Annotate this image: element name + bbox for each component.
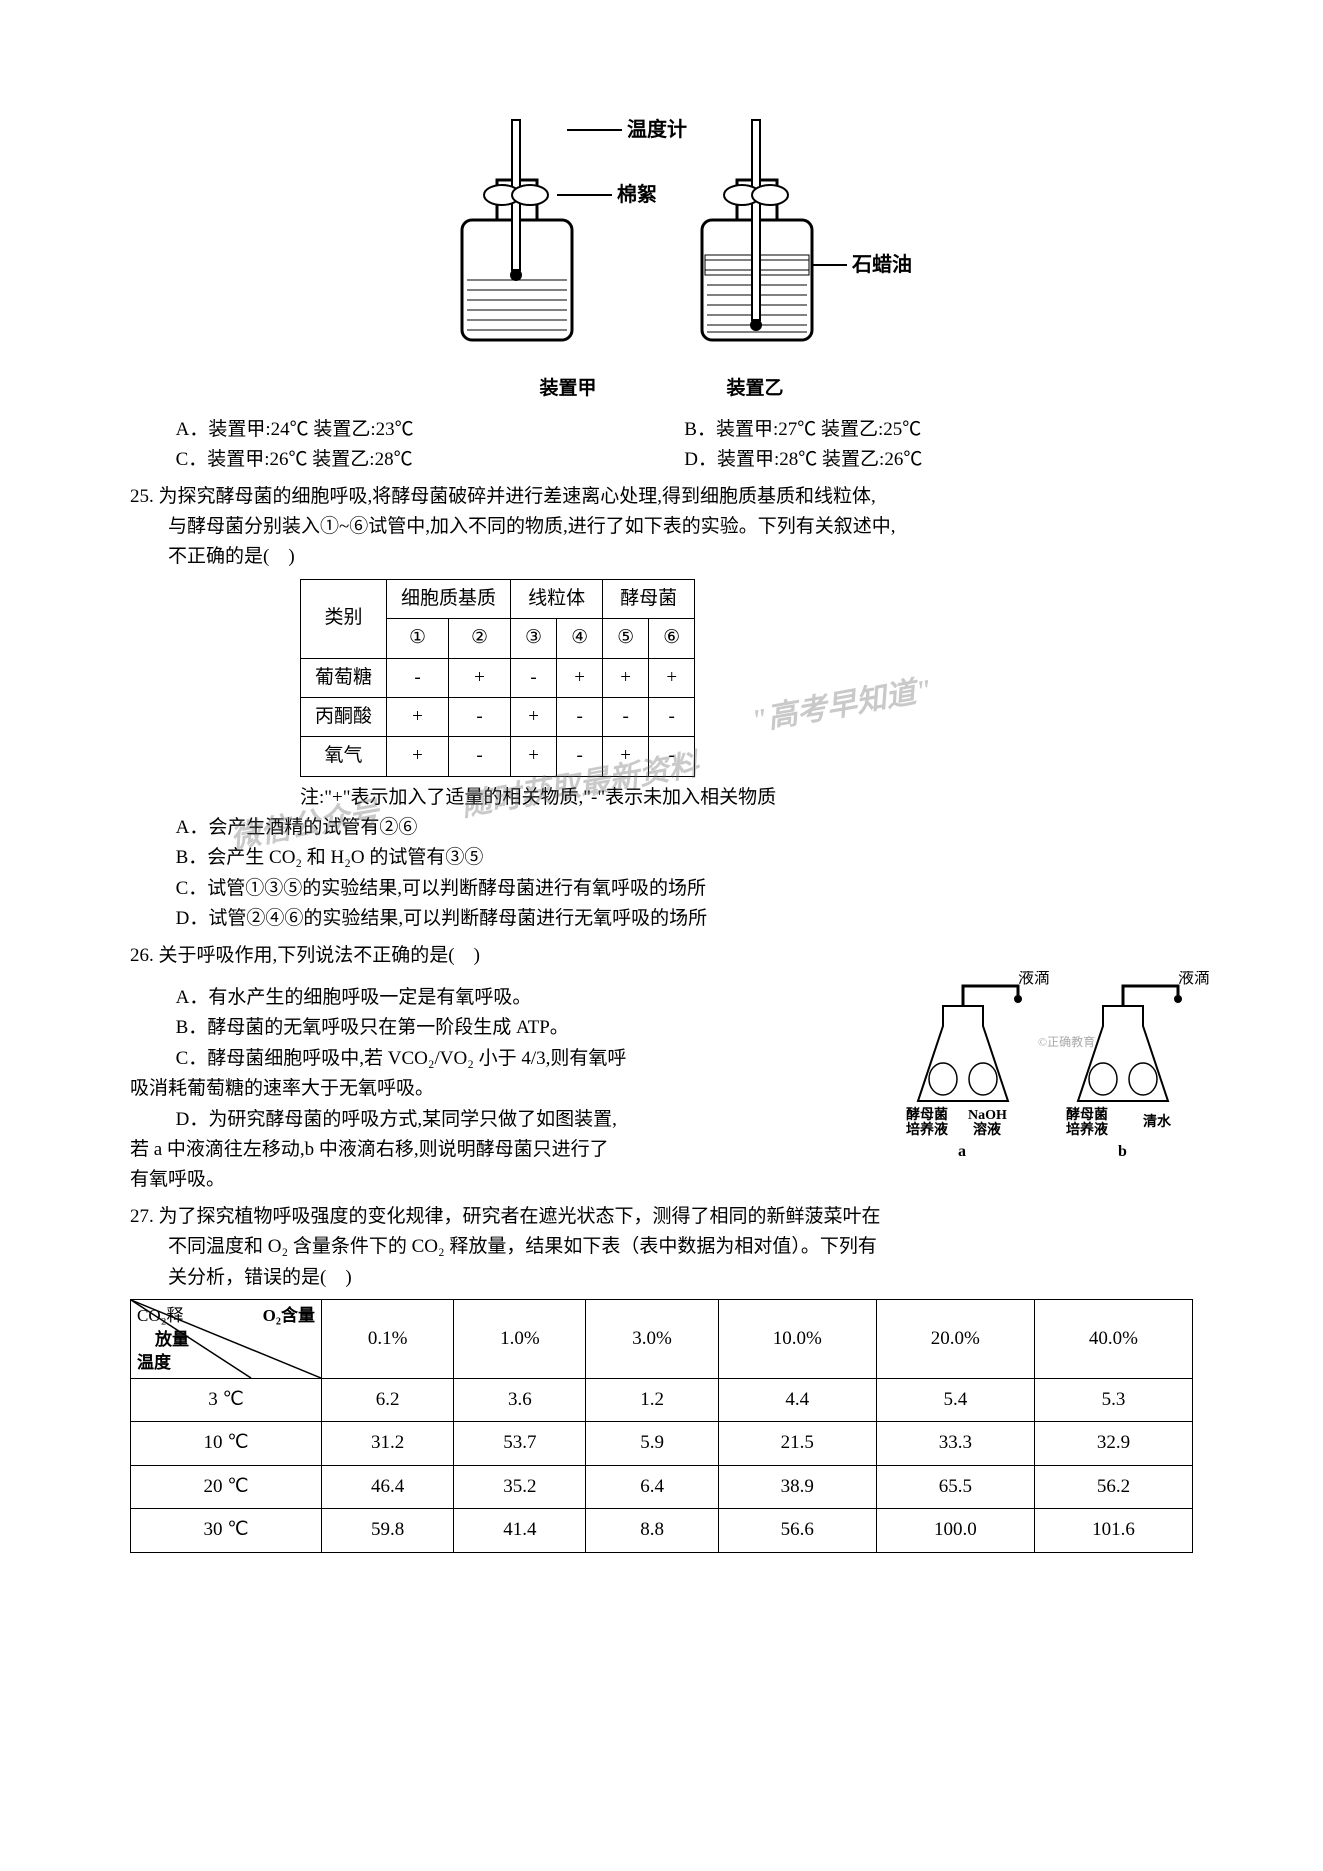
q27-row-20c: 20 ℃ 46.4 35.2 6.4 38.9 65.5 56.2 xyxy=(131,1465,1193,1508)
label-oil: 石蜡油 xyxy=(851,252,912,276)
q25-th-cat: 类别 xyxy=(301,579,387,658)
svg-text:培养液: 培养液 xyxy=(1066,1121,1109,1138)
q27-stem2: 不同温度和 O₂ 含量条件下的 CO₂ 释放量，结果如下表（表中数据为相对值）。… xyxy=(130,1232,1193,1262)
q25-row-glucose: 葡萄糖 - + - + + + xyxy=(301,658,695,697)
watermark-1: "高考早知道" xyxy=(747,666,936,745)
q26-optD2: 若 a 中液滴往左移动,b 中液滴右移,则说明酵母菌只进行了 xyxy=(130,1135,873,1165)
q25-optC: C．试管①③⑤的实验结果,可以判断酵母菌进行有氧呼吸的场所 xyxy=(130,874,1193,904)
svg-text:酵母菌: 酵母菌 xyxy=(906,1106,948,1123)
q25-row-pyruvate: 丙酮酸 + - + - - - xyxy=(301,697,695,736)
q24-options-row2: C．装置甲:26℃ 装置乙:28℃ D．装置甲:28℃ 装置乙:26℃ xyxy=(130,445,1193,475)
svg-text:酵母菌: 酵母菌 xyxy=(1066,1106,1108,1123)
q27-line1: 27. 为了探究植物呼吸强度的变化规律，研究者在遮光状态下，测得了相同的新鲜菠菜… xyxy=(130,1202,1193,1232)
q26-num: 26. xyxy=(130,945,154,966)
q24-optA: A．装置甲:24℃ 装置乙:23℃ xyxy=(176,415,685,445)
q25-th-c1: 细胞质基质 xyxy=(387,579,511,618)
figure-devices: 温度计 棉絮 石蜡油 装置甲 装置乙 xyxy=(130,100,1193,405)
q26-optC1: C．酵母菌细胞呼吸中,若 VCO₂/VO₂ 小于 4/3,则有氧呼 xyxy=(130,1044,873,1074)
label-cotton: 棉絮 xyxy=(617,182,657,206)
label-thermometer: 温度计 xyxy=(627,117,687,141)
svg-text:清水: 清水 xyxy=(1143,1113,1172,1130)
device-a-label: 装置甲 xyxy=(539,374,596,404)
svg-text:©正确教育: ©正确教育 xyxy=(1038,1034,1095,1049)
q25-row-oxygen: 氧气 + - + - + - xyxy=(301,737,695,776)
q26-optD1: D．为研究酵母菌的呼吸方式,某同学只做了如图装置, xyxy=(130,1105,873,1135)
q25-line1: 25. 为探究酵母菌的细胞呼吸,将酵母菌破碎并进行差速离心处理,得到细胞质基质和… xyxy=(130,482,1193,512)
q25-optA: A．会产生酒精的试管有②⑥ xyxy=(130,813,1193,843)
q26-optB: B．酵母菌的无氧呼吸只在第一阶段生成 ATP。 xyxy=(130,1013,873,1043)
q25-th-c3: 酵母菌 xyxy=(603,579,695,618)
q24-optB: B．装置甲:27℃ 装置乙:25℃ xyxy=(684,415,1193,445)
q25-th-c2: 线粒体 xyxy=(511,579,603,618)
q24-options-row1: A．装置甲:24℃ 装置乙:23℃ B．装置甲:27℃ 装置乙:25℃ xyxy=(130,415,1193,445)
q26: 26. 关于呼吸作用,下列说法不正确的是( ) 液滴 xyxy=(130,941,1193,1196)
q27-table: CO₂释 O₂含量 放量 温度 0.1% 1.0% 3.0% 10.0% 20.… xyxy=(130,1299,1193,1553)
q25-num: 25. xyxy=(130,486,154,507)
q24-optD: D．装置甲:28℃ 装置乙:26℃ xyxy=(684,445,1193,475)
svg-text:a: a xyxy=(958,1143,966,1160)
q26-stem: 关于呼吸作用,下列说法不正确的是( ) xyxy=(159,945,480,966)
drop-label-a: 液滴 xyxy=(1018,971,1050,987)
q27-row-3c: 3 ℃ 6.2 3.6 1.2 4.4 5.4 5.3 xyxy=(131,1378,1193,1421)
device-b-label: 装置乙 xyxy=(727,374,784,404)
q25-options: A．会产生酒精的试管有②⑥ B．会产生 CO₂ 和 H₂O 的试管有③⑤ C．试… xyxy=(130,813,1193,935)
svg-text:NaOH: NaOH xyxy=(968,1108,1007,1123)
svg-text:培养液: 培养液 xyxy=(906,1121,949,1138)
q25-stem2: 与酵母菌分别装入①~⑥试管中,加入不同的物质,进行了如下表的实验。下列有关叙述中… xyxy=(130,512,1193,542)
q27-num: 27. xyxy=(130,1206,154,1227)
q27-stem1: 为了探究植物呼吸强度的变化规律，研究者在遮光状态下，测得了相同的新鲜菠菜叶在 xyxy=(159,1206,881,1227)
q26-figure: 液滴 液滴 酵母菌 培养液 NaOH 溶液 酵母菌 培养液 清水 a b ©正确… xyxy=(883,971,1223,1171)
q25-stem1: 为探究酵母菌的细胞呼吸,将酵母菌破碎并进行差速离心处理,得到细胞质基质和线粒体, xyxy=(159,486,876,507)
q27-diag-header: CO₂释 O₂含量 放量 温度 xyxy=(131,1300,321,1378)
svg-text:b: b xyxy=(1118,1143,1127,1160)
q25-optB: B．会产生 CO₂ 和 H₂O 的试管有③⑤ xyxy=(130,843,1193,873)
q26-line1: 26. 关于呼吸作用,下列说法不正确的是( ) xyxy=(130,941,1193,971)
q26-optD3: 有氧呼吸。 xyxy=(130,1165,873,1195)
drop-label-b: 液滴 xyxy=(1178,971,1210,987)
q27: 27. 为了探究植物呼吸强度的变化规律，研究者在遮光状态下，测得了相同的新鲜菠菜… xyxy=(130,1202,1193,1553)
q26-optC2: 吸消耗葡萄糖的速率大于无氧呼吸。 xyxy=(130,1074,873,1104)
q25-stem3: 不正确的是( ) xyxy=(130,542,1193,572)
q27-row-10c: 10 ℃ 31.2 53.7 5.9 21.5 33.3 32.9 xyxy=(131,1422,1193,1465)
q26-optA: A．有水产生的细胞呼吸一定是有氧呼吸。 xyxy=(130,983,873,1013)
q25-optD: D．试管②④⑥的实验结果,可以判断酵母菌进行无氧呼吸的场所 xyxy=(130,904,1193,934)
q25-table: 类别 细胞质基质 线粒体 酵母菌 ① ② ③ ④ ⑤ ⑥ 葡萄糖 - + - +… xyxy=(300,579,695,777)
q27-row-30c: 30 ℃ 59.8 41.4 8.8 56.6 100.0 101.6 xyxy=(131,1509,1193,1552)
q24-optC: C．装置甲:26℃ 装置乙:28℃ xyxy=(176,445,685,475)
svg-text:溶液: 溶液 xyxy=(973,1121,1002,1138)
q25-note: 注:"+"表示加入了适量的相关物质,"-"表示未加入相关物质 xyxy=(300,783,1193,813)
q27-stem3: 关分析，错误的是( ) xyxy=(130,1263,1193,1293)
q25: 25. 为探究酵母菌的细胞呼吸,将酵母菌破碎并进行差速离心处理,得到细胞质基质和… xyxy=(130,482,1193,935)
